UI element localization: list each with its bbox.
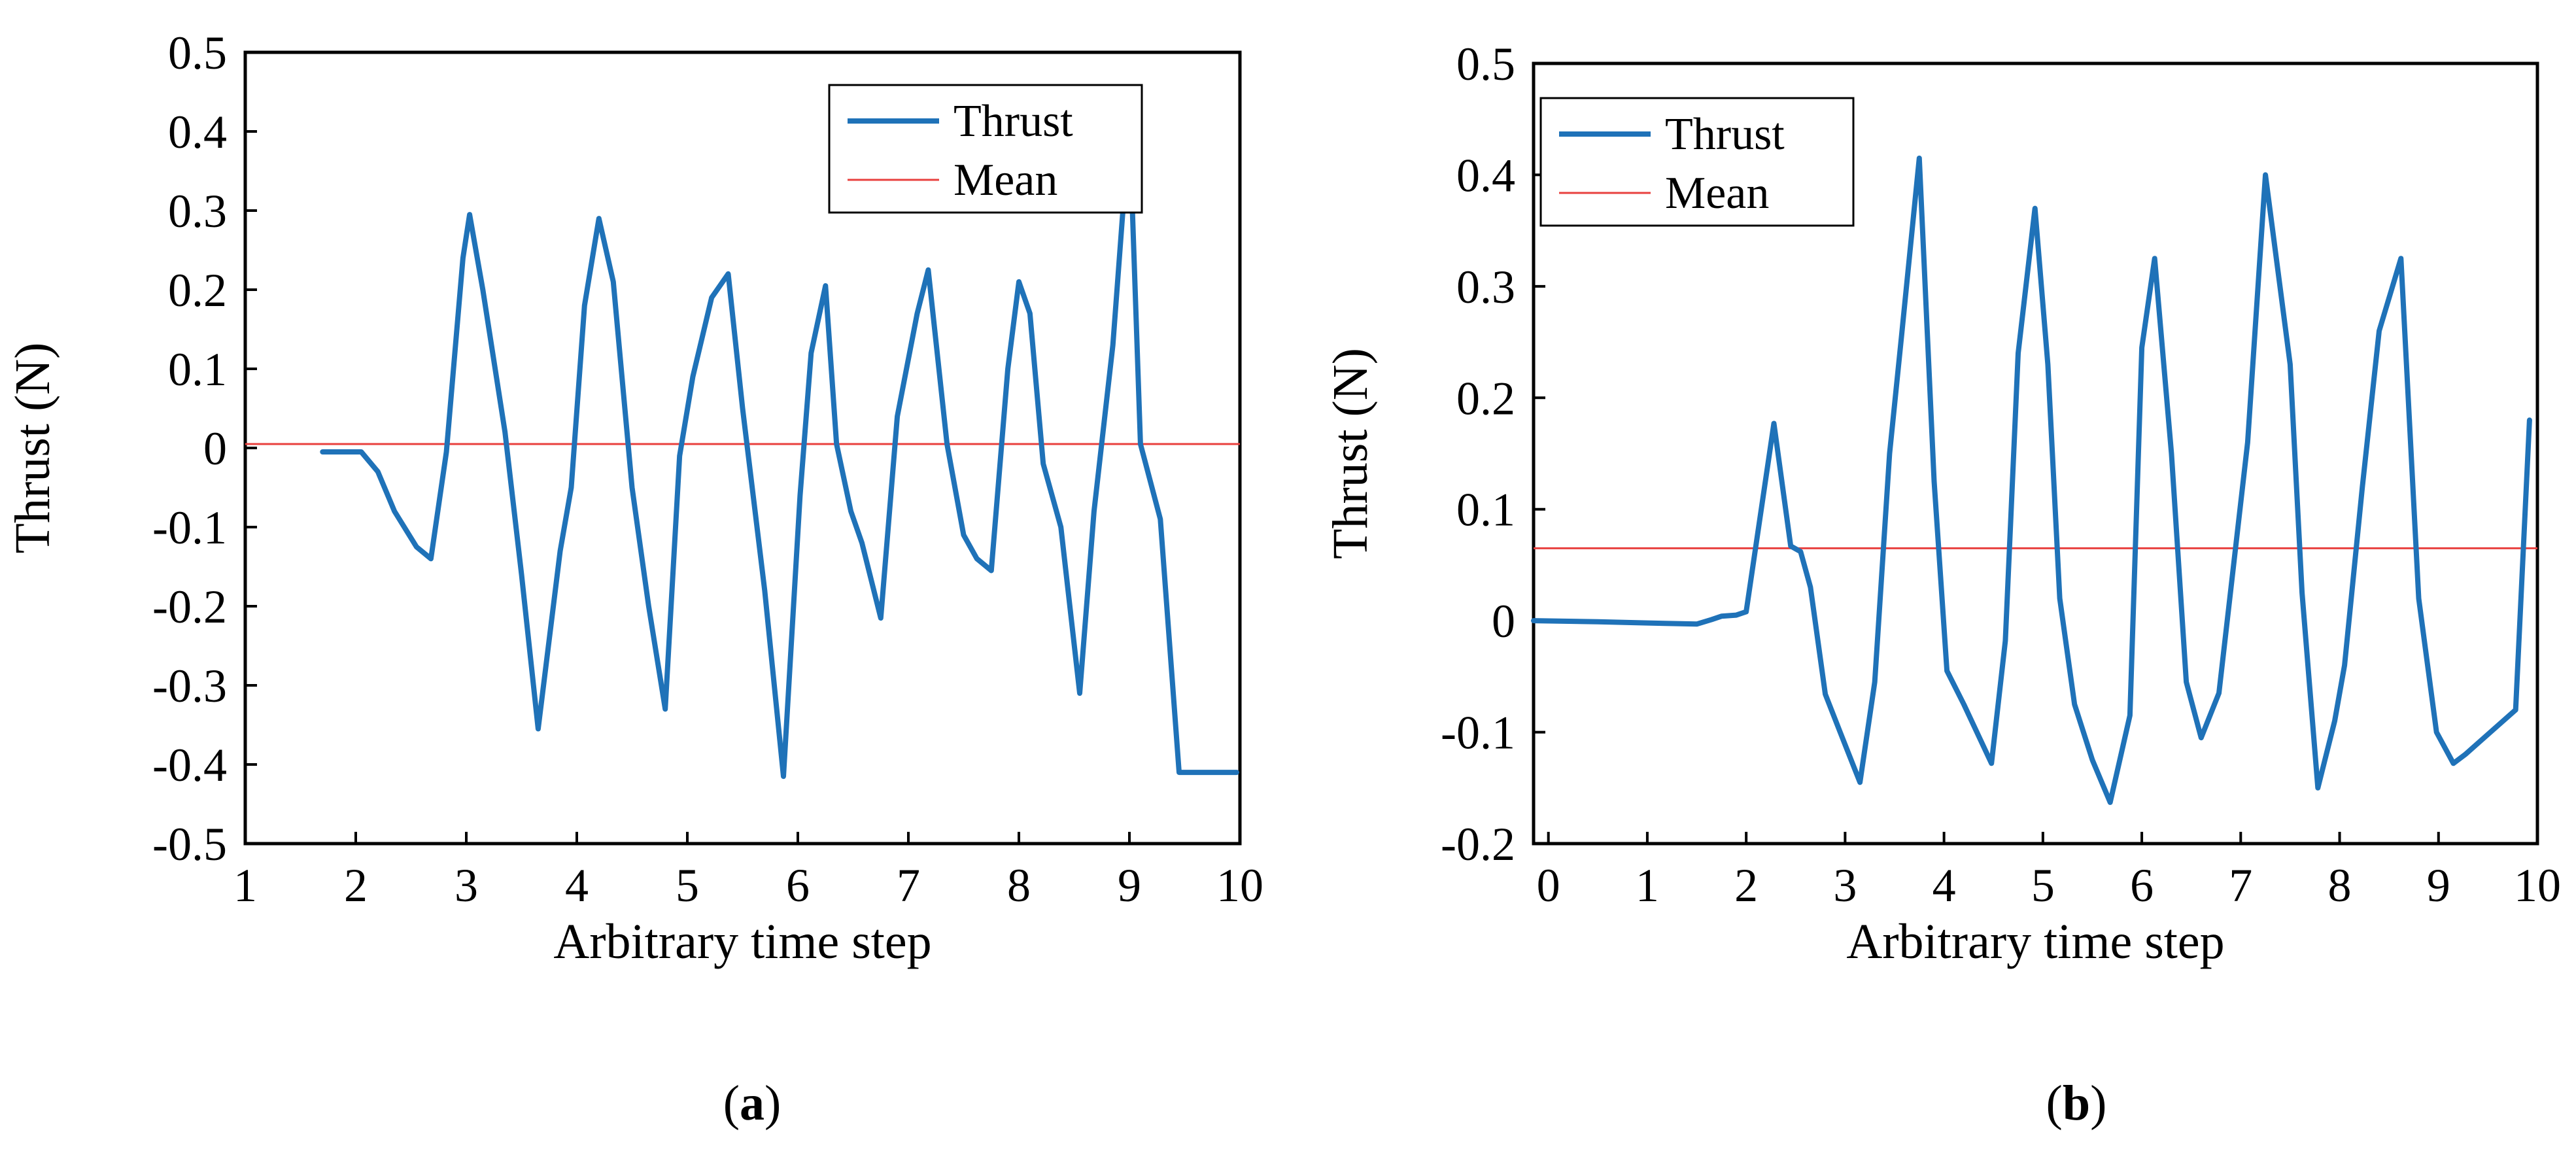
chart-panel-a: -0.5 -0.4 -0.3 -0.2 -0.1 0 0.1 0.2 0.3 0.4 0.5 1 2 3 4… [5, 27, 1263, 969]
legend-box [1539, 97, 1855, 227]
x-tick-label: 5 [676, 859, 699, 912]
x-tick-label: 10 [1216, 859, 1263, 912]
legend-box [828, 84, 1143, 214]
thrust-series-line [1531, 155, 2532, 805]
caption-b-label: b [2063, 1076, 2090, 1131]
y-tick-label: 0 [1492, 595, 1515, 647]
thrust-series-line [320, 120, 1239, 780]
y-tick-label: 0.5 [168, 27, 227, 79]
y-tick-label: 0.2 [168, 264, 227, 317]
x-tick-label: 2 [1734, 859, 1758, 912]
y-tick-label: 0 [203, 422, 227, 475]
y-tick-label: 0.4 [1456, 149, 1515, 201]
y-tick-label: 0.2 [1456, 372, 1515, 424]
x-tick-label: 7 [897, 859, 920, 912]
x-tick-label: 6 [2130, 859, 2154, 912]
x-tick-label: 1 [1636, 859, 1659, 912]
chart-panel-b: -0.2 -0.1 0 0.1 0.2 0.3 0.4 0.5 0 1 2 3 4 5 6 7 8 9 10 Arbi… [1323, 38, 2561, 969]
x-tick-label: 4 [1932, 859, 1956, 912]
y-tick-label: 0.1 [168, 343, 227, 396]
y-axis-label: Thrust (N) [5, 343, 60, 554]
y-tick-label: -0.2 [152, 581, 227, 633]
x-tick-label: 5 [2031, 859, 2055, 912]
x-tick-label: 4 [565, 859, 589, 912]
x-tick-label: 6 [786, 859, 810, 912]
y-tick-label: -0.4 [152, 739, 227, 791]
y-tick-label: -0.2 [1441, 818, 1515, 870]
y-tick-label: -0.1 [152, 502, 227, 554]
x-tick-label: 1 [233, 859, 257, 912]
x-tick-label: 0 [1537, 859, 1560, 912]
legend-mean-label: Mean [1665, 168, 1769, 218]
y-axis-label: Thrust (N) [1323, 348, 1378, 559]
caption-b: (b) [2046, 1076, 2107, 1131]
caption-a: (a) [723, 1076, 781, 1131]
y-tick-label: -0.1 [1441, 707, 1515, 759]
plot-frame [1532, 61, 2539, 846]
x-axis-label: Arbitrary time step [1846, 914, 2224, 969]
y-tick-label: 0.3 [168, 185, 227, 237]
legend-thrust-label: Thrust [1665, 109, 1785, 160]
y-tick-label: -0.5 [152, 818, 227, 870]
y-tick-label: 0.4 [168, 106, 227, 158]
legend-mean-label: Mean [953, 155, 1057, 205]
x-tick-label: 8 [2328, 859, 2352, 912]
y-tick-label: 0.5 [1456, 38, 1515, 90]
x-tick-label: 10 [2514, 859, 2561, 912]
x-tick-label: 3 [455, 859, 478, 912]
x-axis-label: Arbitrary time step [553, 914, 931, 969]
x-tick-label: 3 [1833, 859, 1857, 912]
y-tick-label: 0.1 [1456, 484, 1515, 536]
legend-thrust-label: Thrust [953, 96, 1073, 146]
x-tick-label: 9 [2427, 859, 2450, 912]
y-tick-label: 0.3 [1456, 261, 1515, 313]
y-tick-label: -0.3 [152, 660, 227, 712]
x-tick-label: 8 [1007, 859, 1031, 912]
caption-a-label: a [740, 1076, 764, 1131]
x-tick-label: 2 [344, 859, 368, 912]
x-tick-label: 7 [2229, 859, 2252, 912]
x-tick-label: 9 [1118, 859, 1141, 912]
